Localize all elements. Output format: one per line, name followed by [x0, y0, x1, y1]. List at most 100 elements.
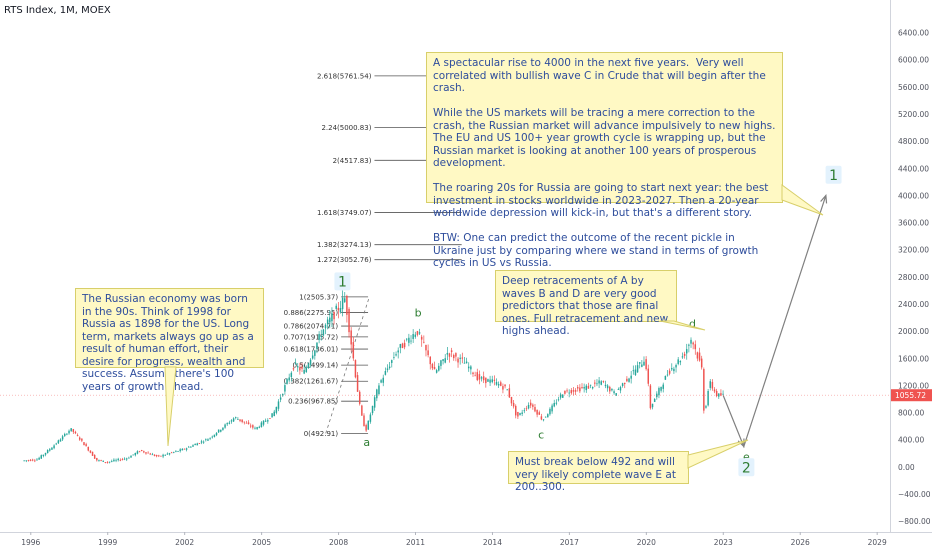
candle — [645, 356, 647, 371]
candle-body — [361, 405, 363, 416]
candle — [412, 329, 414, 343]
candle — [230, 419, 233, 424]
candle — [673, 366, 675, 374]
candle-body — [525, 408, 528, 410]
candle — [307, 362, 310, 369]
candle — [698, 347, 701, 362]
candle-body — [64, 433, 66, 436]
candle-body — [564, 390, 566, 394]
candle — [624, 382, 626, 389]
candle-body — [585, 385, 588, 391]
candle — [378, 382, 380, 396]
candle-body — [117, 458, 119, 461]
last-price-badge — [891, 389, 932, 402]
candle — [551, 403, 553, 414]
candle — [179, 448, 181, 453]
candle — [117, 457, 119, 462]
candle — [74, 430, 77, 435]
candle — [549, 407, 551, 416]
candle — [249, 423, 252, 429]
candle-body — [677, 359, 679, 364]
wave-label-box — [825, 165, 842, 184]
candle-body — [162, 454, 164, 457]
candle-body — [521, 412, 523, 414]
candle-body — [574, 390, 577, 392]
candle — [333, 311, 335, 325]
candle-body — [155, 455, 158, 457]
candle — [111, 459, 113, 463]
candle — [467, 362, 470, 372]
candle-body — [153, 454, 156, 456]
candle — [638, 362, 641, 369]
candle-body — [446, 352, 449, 355]
candle — [130, 455, 132, 458]
candle-body — [489, 379, 491, 383]
candle — [196, 442, 199, 446]
candle — [707, 388, 709, 407]
candle — [136, 450, 139, 455]
candle-body — [175, 450, 177, 452]
candle-body — [711, 381, 714, 389]
candle-body — [497, 384, 500, 386]
y-tick-label: −800.00 — [898, 517, 931, 526]
candle-body — [549, 408, 551, 415]
candle-body — [40, 455, 42, 459]
candle-body — [292, 368, 295, 370]
candle-body — [455, 353, 457, 357]
candle-body — [198, 443, 201, 444]
candle-body — [316, 342, 318, 350]
candle — [254, 426, 256, 430]
candle — [361, 404, 363, 417]
candle-body — [666, 374, 669, 376]
candle-body — [517, 411, 519, 417]
candle-body — [38, 457, 40, 460]
wave-label-c: c — [538, 429, 544, 442]
candle — [42, 454, 45, 458]
candle — [493, 375, 496, 386]
candle — [589, 384, 592, 389]
candle-body — [570, 390, 573, 394]
candle-body — [636, 365, 639, 373]
candle-body — [529, 402, 532, 406]
candle — [403, 339, 406, 350]
candle-body — [476, 372, 479, 381]
candle — [113, 458, 115, 462]
candle — [450, 347, 453, 358]
x-tick-label: 2002 — [175, 538, 194, 547]
candle — [301, 362, 303, 373]
candle-body — [536, 409, 538, 415]
candle — [461, 352, 464, 364]
candle — [123, 457, 126, 461]
candle — [292, 366, 295, 372]
candle — [700, 355, 703, 370]
candle — [277, 399, 280, 412]
candle — [653, 398, 656, 403]
candle — [81, 438, 83, 443]
candle — [694, 340, 697, 355]
candle — [386, 364, 389, 373]
candle — [690, 337, 692, 348]
candle-body — [237, 419, 239, 420]
candle-body — [641, 364, 643, 367]
candle-body — [331, 313, 333, 322]
candle — [521, 409, 523, 417]
candle — [502, 383, 504, 394]
candle — [78, 436, 81, 441]
candle — [722, 390, 724, 396]
candle-body — [104, 462, 107, 463]
candle — [232, 417, 235, 422]
candle — [108, 461, 111, 464]
candle — [290, 371, 293, 382]
candle — [89, 450, 92, 454]
candle-body — [579, 387, 581, 392]
candle-body — [482, 376, 485, 381]
candle-body — [143, 451, 145, 453]
candle-body — [461, 357, 464, 359]
candle-body — [42, 454, 45, 457]
candle-body — [562, 394, 564, 398]
candle-body — [311, 355, 314, 359]
candle — [527, 402, 530, 410]
candle — [211, 435, 213, 439]
